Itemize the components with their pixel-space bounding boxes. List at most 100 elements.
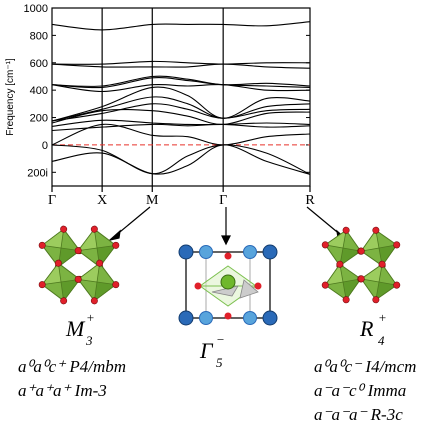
oxygen-atom — [90, 297, 98, 305]
oxygen-atom — [224, 312, 232, 320]
r4-octahedra-structure — [321, 226, 401, 304]
b-site-atom — [220, 274, 236, 290]
oxygen-atom — [254, 282, 262, 290]
y-tick-label: 600 — [30, 58, 48, 70]
phonon-band — [51, 123, 311, 132]
oxygen-atom — [54, 259, 62, 267]
mode-subscript: 4 — [378, 333, 385, 348]
oxygen-atom — [224, 252, 232, 260]
arrow-m-to-m3 — [114, 206, 151, 237]
oxygen-atom — [357, 275, 365, 283]
space-group-row: a⁰a⁰c⁺ P4/mbm — [18, 357, 126, 376]
octahedron-face-light — [360, 263, 383, 283]
phonon-band — [51, 123, 311, 146]
oxygen-atom — [60, 297, 68, 305]
oxygen-atom — [378, 260, 386, 268]
cation-atom — [262, 244, 278, 260]
oxygen-atom — [112, 241, 120, 249]
octahedron-face-dark — [375, 281, 398, 301]
kpoint-label: X — [97, 193, 107, 208]
arrow-head-gamma5 — [221, 235, 231, 246]
kpoint-label: R — [305, 193, 315, 208]
cation-atom-back — [199, 311, 213, 325]
space-group-row: a⁰a⁰c⁻ I4/mcm — [314, 357, 416, 376]
mode-label-r4: R + 4 — [359, 310, 387, 348]
octahedron — [74, 259, 120, 305]
arrow-r-to-r4 — [306, 206, 343, 237]
octahedron-face-dark — [342, 278, 362, 301]
kpoint-lines — [51, 8, 311, 192]
oxygen-atom — [38, 241, 46, 249]
octahedron-face-dark — [57, 247, 81, 268]
gamma5-unit-cell — [178, 244, 278, 326]
oxygen-atom — [342, 296, 350, 304]
octahedron — [357, 260, 401, 304]
y-tick-label: 400 — [30, 85, 48, 97]
phonon-band — [51, 86, 311, 122]
octahedron — [357, 226, 401, 270]
oxygen-atom — [372, 226, 380, 234]
m3-octahedra-structure — [38, 225, 120, 305]
oxygen-atom — [321, 281, 329, 289]
phonon-band — [51, 75, 311, 87]
cation-atom — [178, 244, 194, 260]
space-group-row: a⁺a⁺a⁺ Im-3 — [18, 381, 107, 400]
plot-frame — [51, 7, 311, 187]
y-tick-label: 200i — [27, 167, 48, 179]
mode-subscript: 5 — [216, 355, 223, 370]
space-group-row: a⁻a⁻a⁻ R-3c — [314, 405, 403, 424]
phonon-band — [51, 77, 311, 89]
oxygen-atom — [357, 247, 365, 255]
octahedron-face-dark — [339, 247, 362, 267]
oxygen-atom — [38, 281, 46, 289]
phonon-band — [51, 103, 311, 122]
oxygen-atom — [96, 259, 104, 267]
cation-atom-back — [199, 245, 213, 259]
octahedron-face-light — [360, 229, 380, 252]
phonon-band — [51, 144, 311, 175]
arrow-head-m3 — [107, 229, 121, 242]
oxygen-atom — [393, 241, 401, 249]
mode-symbol: R — [359, 316, 374, 341]
m3-space-groups: a⁰a⁰c⁺ P4/mbm a⁺a⁺a⁺ Im-3 — [18, 357, 126, 400]
octahedron-face-light — [77, 228, 98, 252]
mode-arrows — [107, 206, 350, 246]
mode-label-gamma5: Γ − 5 — [199, 332, 225, 370]
oxygen-atom — [336, 260, 344, 268]
oxygen-atom — [393, 281, 401, 289]
phonon-band — [51, 63, 311, 69]
r4-space-groups: a⁰a⁰c⁻ I4/mcm a⁻a⁻c⁰ Imma a⁻a⁻a⁻ R-3c — [314, 357, 416, 424]
cation-atom-back — [243, 311, 257, 325]
phonon-band — [51, 108, 311, 125]
octahedron-face-dark — [60, 278, 81, 302]
oxygen-atom — [90, 225, 98, 233]
mode-symbol: M — [65, 316, 86, 341]
octahedron-face-light — [77, 262, 101, 283]
cation-atom-back — [243, 245, 257, 259]
octahedron-face-dark — [93, 281, 117, 302]
oxygen-atom — [372, 296, 380, 304]
octahedron-face-light — [324, 229, 347, 249]
space-group-row: a⁻a⁻c⁰ Imma — [314, 381, 406, 400]
y-tick-label: 0 — [42, 140, 48, 152]
cation-atom — [178, 310, 194, 326]
octahedron-face-light — [41, 228, 65, 249]
phonon-bands — [51, 21, 311, 175]
oxygen-atom — [194, 282, 202, 290]
octahedron-face-light — [41, 262, 62, 286]
y-ticks: 1000 800 600 400 200 0 200i — [24, 3, 310, 179]
y-tick-label: 200 — [30, 113, 48, 125]
mode-superscript: + — [86, 310, 95, 325]
oxygen-atom — [342, 226, 350, 234]
y-axis-label: Frequency [cm⁻¹] — [5, 58, 16, 136]
octahedron — [38, 259, 84, 305]
oxygen-atom — [60, 225, 68, 233]
mode-label-m3: M + 3 — [65, 310, 95, 348]
phonon-band — [51, 119, 311, 127]
mode-symbol: Γ — [199, 338, 214, 363]
mode-subscript: 3 — [85, 333, 93, 348]
oxygen-atom — [321, 241, 329, 249]
phonon-band — [51, 60, 311, 65]
